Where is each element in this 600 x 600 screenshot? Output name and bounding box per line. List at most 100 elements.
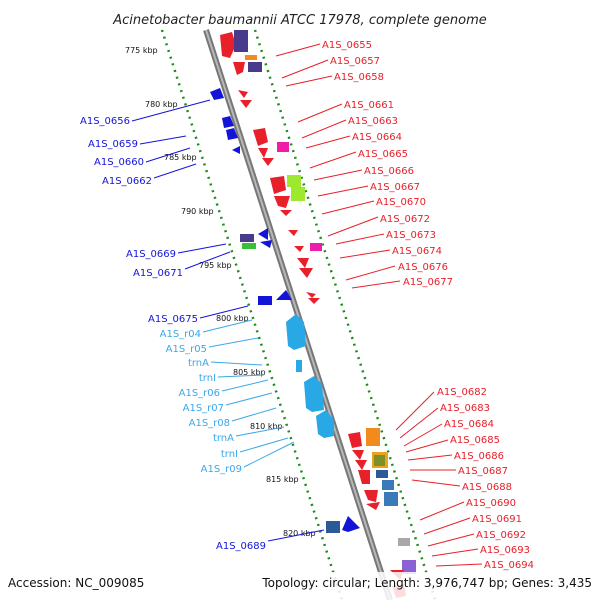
- gene-label: trnA: [213, 433, 234, 444]
- gene-arrow: [253, 128, 268, 146]
- gene-arrow: [274, 196, 290, 208]
- gene-label: A1S_0667: [370, 182, 420, 193]
- gene-label: A1S_0669: [126, 249, 176, 260]
- gene-label: A1S_r04: [160, 329, 201, 340]
- rna-gene: [304, 376, 324, 412]
- gene-block: [310, 243, 322, 251]
- gene-block: [287, 175, 301, 187]
- gene-block: [398, 538, 410, 546]
- gene-label: A1S_0658: [334, 72, 384, 83]
- gene-arrow: [348, 432, 362, 448]
- gene-arrow: [294, 246, 304, 252]
- rna-gene: [296, 360, 302, 372]
- gene-block: [248, 62, 262, 72]
- gene-label: A1S_0672: [380, 214, 430, 225]
- rna-gene: [316, 410, 334, 438]
- gene-arrow: [297, 258, 309, 268]
- scale-label: 805 kbp: [233, 368, 266, 377]
- gene-label: trnI: [221, 449, 238, 460]
- gene-arrow: [352, 450, 364, 460]
- gene-label: A1S_r07: [183, 403, 224, 414]
- gene-arrow: [342, 516, 360, 532]
- left-scale-track: [160, 29, 344, 600]
- gene-arrow: [260, 240, 272, 248]
- gene-arrow: [270, 176, 286, 194]
- gene-label: A1S_0674: [392, 246, 442, 257]
- gene-block: [374, 455, 385, 466]
- gene-label: A1S_0660: [94, 157, 144, 168]
- scale-label: 820 kbp: [283, 529, 316, 538]
- scale-label: 785 kbp: [164, 153, 197, 162]
- gene-arrow: [222, 116, 234, 128]
- gene-block: [245, 55, 257, 60]
- gene-label: A1S_0666: [364, 166, 414, 177]
- gene-arrow: [358, 470, 370, 484]
- gene-label: A1S_r08: [189, 418, 230, 429]
- accession-label: Accession: NC_009085: [8, 576, 144, 590]
- scale-label: 780 kbp: [145, 100, 178, 109]
- rna-gene: [286, 314, 306, 350]
- gene-arrow: [262, 158, 274, 166]
- gene-arrow: [240, 100, 252, 108]
- scale-label: 795 kbp: [199, 261, 232, 270]
- gene-block: [258, 296, 272, 305]
- gene-label: A1S_0663: [348, 116, 398, 127]
- gene-label: A1S_0665: [358, 149, 408, 160]
- gene-arrow: [232, 146, 240, 154]
- gene-arrow: [233, 62, 245, 75]
- gene-label: A1S_r05: [166, 344, 207, 355]
- gene-label: trnI: [199, 373, 216, 384]
- gene-block: [234, 30, 248, 52]
- gene-label: A1S_0691: [472, 514, 522, 525]
- gene-label: A1S_0677: [403, 277, 453, 288]
- gene-block: [376, 470, 388, 478]
- gene-block: [277, 142, 289, 152]
- scale-label: 800 kbp: [216, 314, 249, 323]
- gene-label: A1S_0688: [462, 482, 512, 493]
- genome-backbone-highlight: [205, 29, 391, 600]
- gene-label: A1S_0675: [148, 314, 198, 325]
- gene-label: A1S_0690: [466, 498, 516, 509]
- gene-label: A1S_0694: [484, 560, 534, 571]
- gene-arrow: [366, 502, 380, 510]
- topology-label: Topology: circular; Length: 3,976,747 bp…: [261, 576, 592, 590]
- gene-label: A1S_0683: [440, 403, 490, 414]
- gene-label: A1S_0673: [386, 230, 436, 241]
- gene-block: [240, 234, 254, 242]
- gene-block: [366, 428, 380, 446]
- gene-label: A1S_0686: [454, 451, 504, 462]
- gene-arrow: [364, 490, 378, 502]
- gene-label: A1S_0670: [376, 197, 426, 208]
- gene-arrow: [308, 298, 320, 304]
- gene-arrow: [306, 292, 316, 298]
- gene-block: [291, 187, 305, 201]
- gene-arrow: [238, 90, 248, 98]
- gene-arrow: [258, 228, 268, 240]
- gene-label: A1S_0682: [437, 387, 487, 398]
- gene-label: A1S_0685: [450, 435, 500, 446]
- scale-label: 790 kbp: [181, 207, 214, 216]
- gene-label: A1S_0689: [216, 541, 266, 552]
- right-scale-track: [253, 29, 437, 600]
- gene-label: trnA: [188, 358, 209, 369]
- gene-label: A1S_0664: [352, 132, 402, 143]
- gene-block: [242, 243, 256, 249]
- gene-block: [402, 560, 416, 574]
- gene-block: [384, 492, 398, 506]
- right-gene-labels: A1S_0655 A1S_0657 A1S_0658 A1S_0661 A1S_…: [275, 40, 534, 571]
- gene-label: A1S_0687: [458, 466, 508, 477]
- gene-label: A1S_0659: [88, 139, 138, 150]
- left-gene-labels: A1S_0656 A1S_0659 A1S_0660 A1S_0662 A1S_…: [80, 99, 325, 552]
- map-title: Acinetobacter baumannii ATCC 17978, comp…: [112, 13, 487, 28]
- gene-label: A1S_0662: [102, 176, 152, 187]
- gene-block: [326, 521, 340, 533]
- scale-label: 775 kbp: [125, 46, 158, 55]
- gene-arrow: [355, 460, 367, 470]
- footer-backdrop: [0, 572, 600, 600]
- gene-label: A1S_r06: [179, 388, 220, 399]
- gene-label: A1S_0656: [80, 116, 130, 127]
- gene-label: A1S_0661: [344, 100, 394, 111]
- gene-arrow: [210, 88, 224, 100]
- reverse-genes: [210, 88, 360, 533]
